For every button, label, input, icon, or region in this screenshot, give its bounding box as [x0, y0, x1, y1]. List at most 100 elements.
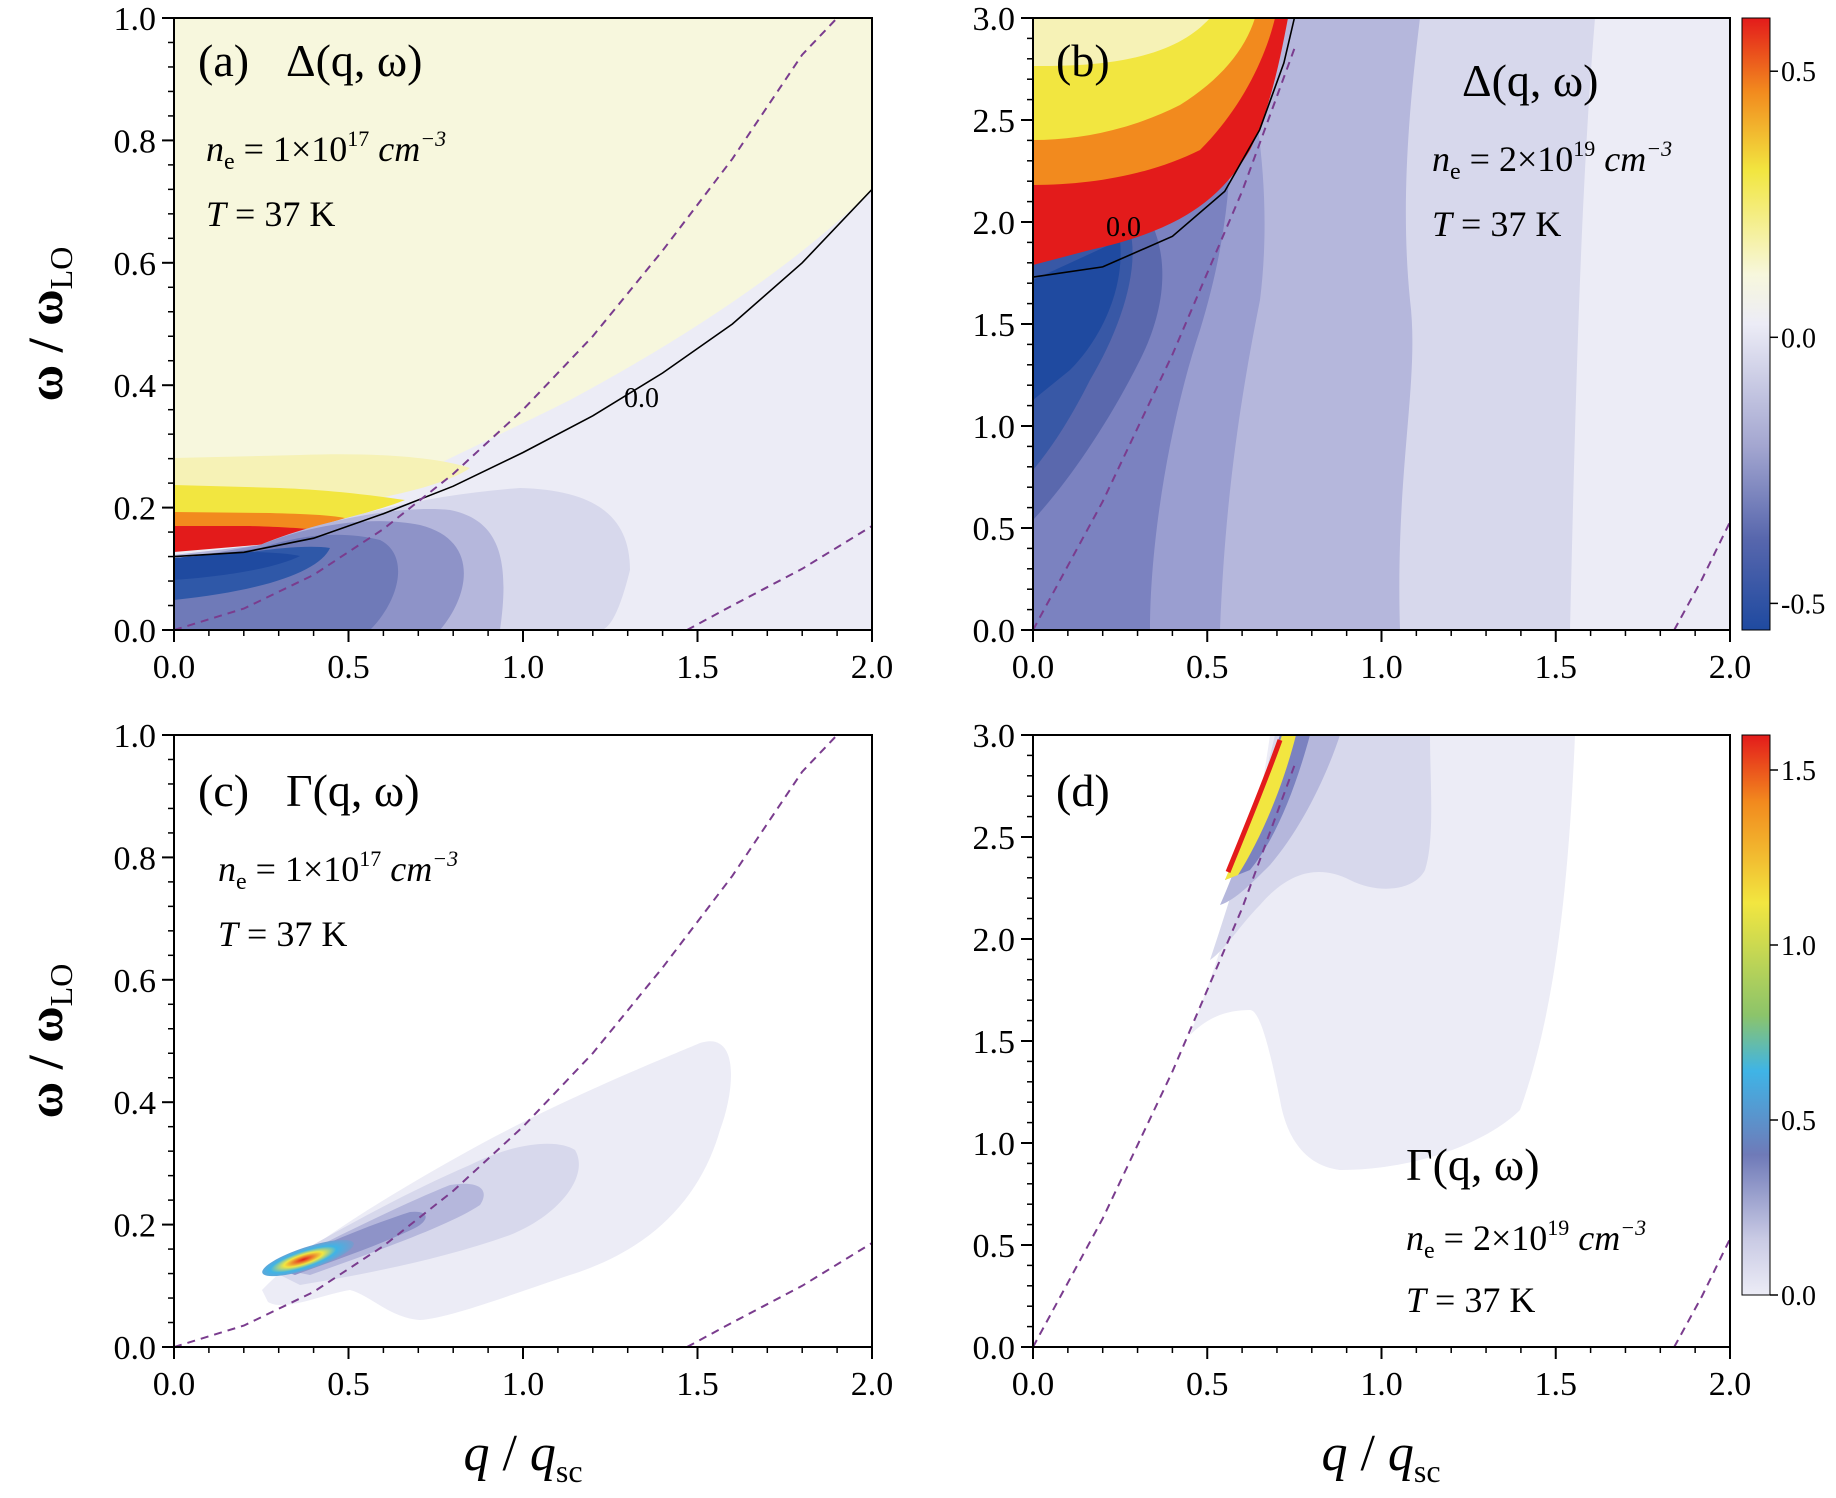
panel-b-colorbar [1741, 17, 1771, 631]
panel-c-temperature: T = 37 K [218, 914, 347, 954]
panel-c-function: Γ(q, ω) [286, 765, 420, 816]
x-tick-label: 2.0 [851, 649, 894, 686]
y-tick-label: 1.0 [114, 718, 157, 755]
x-tick-label: 0.0 [153, 1366, 196, 1403]
y-tick-label: 0.6 [114, 246, 157, 283]
x-axis-title-left: q / qsc [463, 1425, 582, 1489]
y-tick-label: 3.0 [973, 718, 1016, 755]
x-tick-label: 0.0 [1012, 649, 1055, 686]
panel-b-neg-deepest [1033, 240, 1121, 400]
panel-a-dashed-boundary-lower [686, 525, 872, 630]
panel-c: 0.0 0.5 1.0 1.5 2.0 0.0 0.2 0.4 0.6 0.8 1.0 (c) Γ(… [114, 718, 894, 1403]
panel-a-label: (a) [198, 35, 249, 86]
x-tick-label: 2.0 [851, 1366, 894, 1403]
colorbar-tick-label: 1.5 [1781, 756, 1816, 787]
panel-d-label: (d) [1056, 765, 1110, 816]
panel-d-colorbar-ticks: 1.5 1.0 0.5 0.0 [1770, 756, 1816, 1312]
y-tick-label: 1.0 [973, 409, 1016, 446]
y-tick-label: 0.4 [114, 368, 157, 405]
panel-a-ticks: 0.0 0.5 1.0 1.5 2.0 0.0 0.2 0.4 0.6 0.8 1.0 [114, 1, 894, 686]
panel-a-neg-deep2 [174, 552, 300, 580]
panel-c-dashed-boundary-upper [174, 735, 838, 1347]
y-tick-label: 0.8 [114, 123, 157, 160]
panel-a-red-band [174, 526, 318, 552]
panel-b-temperature: T = 37 K [1432, 204, 1561, 244]
panel-d-function: Γ(q, ω) [1406, 1139, 1540, 1190]
svg-text:ω / ωLO: ω / ωLO [17, 247, 79, 402]
y-tick-label: 1.5 [973, 1024, 1016, 1061]
panel-b-label: (b) [1056, 35, 1110, 86]
panel-b-ticks: 0.0 0.5 1.0 1.5 2.0 0.0 0.5 1.0 1.5 2.0 2.5 3.0 [973, 1, 1752, 686]
panel-b-zero-contour-label: 0.0 [1106, 212, 1141, 243]
y-tick-label: 0.0 [973, 613, 1016, 650]
panel-d: 0.0 0.5 1.0 1.5 2.0 0.0 0.5 1.0 1.5 2.0 2.5 3.0 (d)… [973, 718, 1817, 1403]
x-tick-label: 0.5 [327, 1366, 370, 1403]
y-tick-label: 0.2 [114, 491, 157, 528]
panel-c-dashed-boundary-lower [686, 1242, 872, 1347]
x-tick-label: 1.0 [502, 649, 545, 686]
colorbar-tick-label: 0.0 [1781, 1281, 1816, 1312]
panel-b-pale-yellow-band [1033, 18, 1210, 66]
panel-d-hotspot-yellow [1225, 735, 1296, 880]
y-tick-label: 0.8 [114, 840, 157, 877]
svg-text:ω / ωLO: ω / ωLO [17, 964, 79, 1119]
panel-d-hotspot-red [1225, 739, 1283, 873]
x-tick-label: 1.5 [1535, 1366, 1578, 1403]
x-axis-title-right: q / qsc [1321, 1425, 1440, 1489]
panel-b-dashed-boundary-lower [1673, 521, 1730, 630]
panel-a-function: Δ(q, ω) [286, 35, 423, 86]
colorbar-tick-label: 0.0 [1781, 323, 1816, 354]
colorbar-tick-label: -0.5 [1781, 589, 1825, 620]
y-tick-label: 0.5 [973, 1228, 1016, 1265]
x-tick-label: 0.5 [327, 649, 370, 686]
y-tick-label: 0.5 [973, 511, 1016, 548]
y-tick-label: 1.0 [114, 1, 157, 38]
y-tick-label: 1.0 [973, 1126, 1016, 1163]
panel-b: 0.0 0.5 1.0 1.5 2.0 0.0 0.5 1.0 1.5 2.0 2.5 3.0 0.0… [973, 1, 1826, 686]
y-tick-label: 3.0 [973, 1, 1016, 38]
colorbar-tick-label: 1.0 [1781, 931, 1816, 962]
panel-d-temperature: T = 37 K [1406, 1280, 1535, 1320]
x-tick-label: 1.5 [676, 1366, 719, 1403]
panel-b-function: Δ(q, ω) [1462, 55, 1599, 106]
y-axis-title-top: ω / ωLO [17, 247, 79, 402]
panel-a-zero-contour [174, 188, 872, 558]
panel-c-label: (c) [198, 765, 249, 816]
panel-a-temperature: T = 37 K [206, 194, 335, 234]
panel-d-ticks: 0.0 0.5 1.0 1.5 2.0 0.0 0.5 1.0 1.5 2.0 2.5 3.0 [973, 718, 1752, 1403]
x-tick-label: 1.5 [1535, 649, 1578, 686]
x-tick-label: 1.5 [676, 649, 719, 686]
panel-c-hotspot [262, 1239, 354, 1277]
y-tick-label: 0.4 [114, 1085, 157, 1122]
x-tick-label: 1.0 [1360, 1366, 1403, 1403]
panel-a-positive-region [174, 18, 872, 546]
x-tick-label: 1.0 [1360, 649, 1403, 686]
y-tick-label: 2.5 [973, 820, 1016, 857]
y-tick-label: 0.0 [973, 1330, 1016, 1367]
panel-d-dashed-boundary-upper [1033, 765, 1296, 1347]
panel-b-density: ne = 2×1019 cm−3 [1432, 136, 1672, 185]
y-tick-label: 2.0 [973, 205, 1016, 242]
x-tick-label: 0.0 [1012, 1366, 1055, 1403]
panel-c-ticks: 0.0 0.5 1.0 1.5 2.0 0.0 0.2 0.4 0.6 0.8 1.0 [114, 718, 894, 1403]
y-tick-label: 1.5 [973, 307, 1016, 344]
y-tick-label: 0.0 [114, 613, 157, 650]
panel-b-colorbar-ticks: 0.5 0.0 -0.5 [1770, 57, 1825, 620]
panel-d-colorbar [1741, 734, 1771, 1296]
y-tick-label: 2.5 [973, 103, 1016, 140]
colorbar-tick-label: 0.5 [1781, 57, 1816, 88]
panel-a-zero-contour-label: 0.0 [624, 383, 659, 414]
panel-b-zero-contour [1033, 18, 1296, 278]
colorbar-tick-label: 0.5 [1781, 1106, 1816, 1137]
x-tick-label: 1.0 [502, 1366, 545, 1403]
panel-d-density: ne = 2×1019 cm−3 [1406, 1215, 1646, 1264]
x-tick-label: 0.5 [1186, 1366, 1229, 1403]
panel-a-dashed-boundary-upper [174, 18, 838, 630]
panel-c-density: ne = 1×1017 cm−3 [218, 846, 458, 895]
y-axis-title-bottom: ω / ωLO [17, 964, 79, 1119]
panel-a-density: ne = 1×1017 cm−3 [206, 126, 446, 175]
panel-a: 0.0 0.5 1.0 1.5 2.0 0.0 0.2 0.4 0.6 0.8 1.0 0.0 (a… [114, 1, 894, 686]
y-tick-label: 0.6 [114, 963, 157, 1000]
y-tick-label: 0.2 [114, 1208, 157, 1245]
panel-d-dashed-boundary-lower [1673, 1238, 1730, 1347]
